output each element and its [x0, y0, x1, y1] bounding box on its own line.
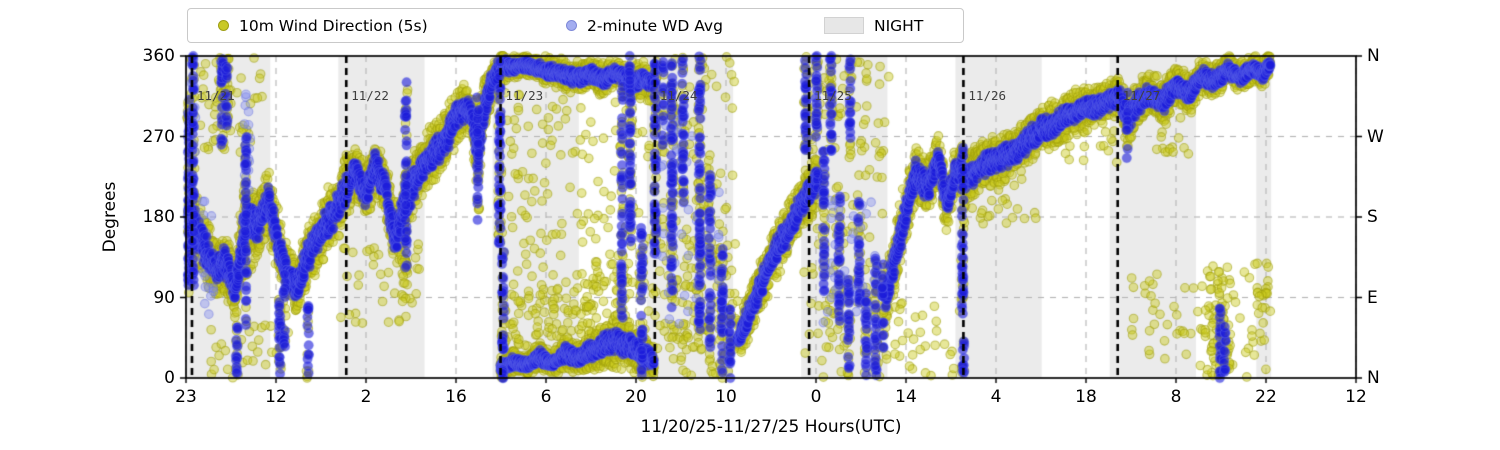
date-annotation: 11/25 [814, 88, 852, 103]
legend-label: NIGHT [874, 16, 924, 35]
night-swatch-icon [824, 17, 864, 34]
x-tick-label: 2 [360, 387, 372, 407]
x-tick-label: 8 [1170, 387, 1182, 407]
y-axis-label: Degrees [100, 181, 120, 253]
date-annotation: 11/21 [196, 88, 235, 103]
y-tick-label: 360 [142, 46, 175, 66]
x-tick-label: 12 [1345, 387, 1367, 407]
compass-label: W [1367, 126, 1384, 147]
x-tick-label: 14 [895, 387, 917, 407]
date-annotation: 11/26 [968, 88, 1007, 103]
x-tick-label: 6 [540, 387, 552, 407]
legend-label: 2-minute WD Avg [587, 16, 723, 35]
date-annotation: 11/27 [1122, 88, 1161, 103]
x-tick-label: 16 [445, 387, 467, 407]
legend: 10m Wind Direction (5s) 2-minute WD Avg NI… [187, 8, 964, 43]
legend-item: NIGHT [824, 9, 923, 42]
x-axis-label: 11/20/25-11/27/25 Hours(UTC) [640, 417, 902, 437]
y-tick-label: 90 [153, 287, 175, 308]
x-tick-label: 0 [810, 387, 822, 407]
legend-marker-icon [218, 20, 229, 31]
compass-label: N [1367, 46, 1380, 66]
legend-label: 10m Wind Direction (5s) [239, 16, 428, 35]
legend-marker-icon [566, 20, 577, 31]
date-annotation: 11/23 [505, 88, 544, 103]
x-tick-label: 20 [625, 387, 647, 407]
y-tick-label: 270 [142, 126, 175, 147]
x-tick-label: 18 [1075, 387, 1097, 407]
date-annotation: 11/22 [351, 88, 389, 103]
x-tick-label: 12 [265, 387, 287, 407]
date-annotation: 11/24 [659, 88, 698, 103]
x-tick-label: 23 [175, 387, 197, 407]
compass-label: N [1367, 368, 1380, 388]
x-tick-label: 10 [715, 387, 737, 407]
compass-label: S [1367, 207, 1378, 227]
compass-label: E [1367, 287, 1378, 308]
x-tick-label: 22 [1255, 387, 1277, 407]
y-tick-label: 0 [164, 368, 175, 388]
x-tick-label: 4 [990, 387, 1002, 407]
y-tick-label: 180 [142, 207, 175, 227]
legend-item: 10m Wind Direction (5s) [218, 9, 428, 42]
legend-item: 2-minute WD Avg [566, 9, 723, 42]
